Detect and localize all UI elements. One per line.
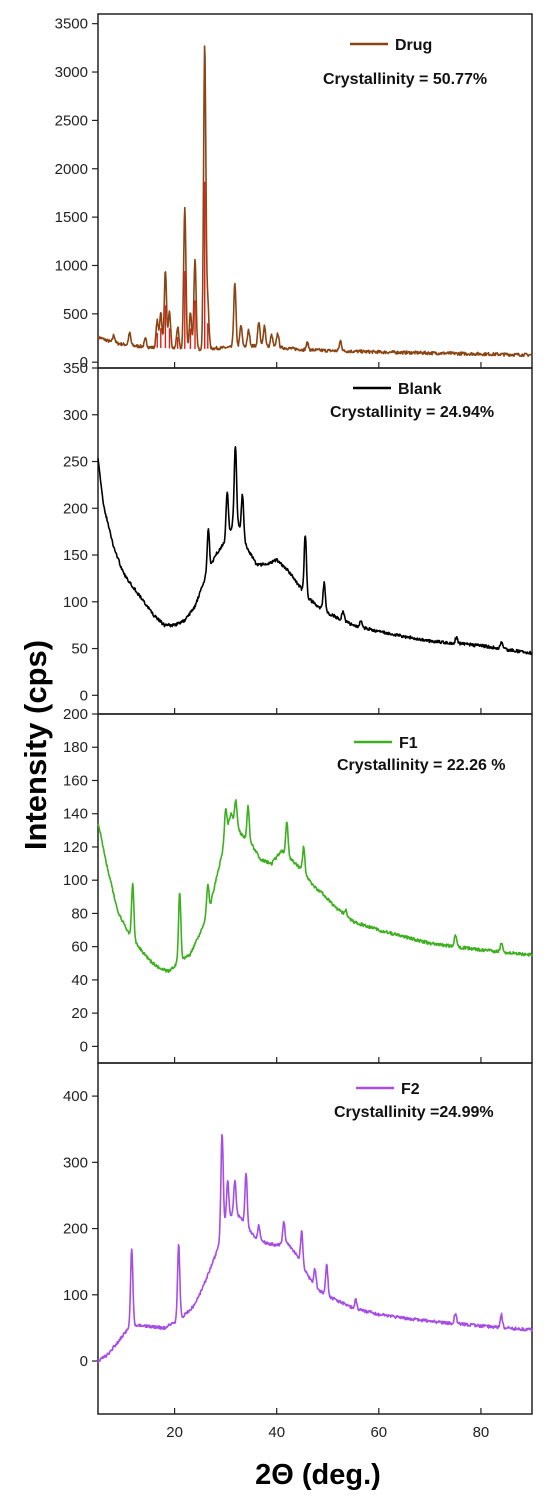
y-tick-label: 120 [63, 839, 88, 856]
series-line-blank [97, 446, 533, 656]
x-tick-label: 80 [473, 1424, 490, 1441]
y-tick-label: 0 [80, 687, 88, 704]
crystallinity-annotation: Crystallinity = 24.94% [330, 404, 494, 421]
panel-blank: 0 50 100 150 200 250 300 350 Blank Crystallinity … [63, 360, 533, 715]
y-tick-label: 80 [71, 905, 88, 922]
y-axis-title: Intensity (cps) [18, 640, 53, 850]
crystallinity-annotation: Crystallinity =24.99% [334, 1104, 494, 1121]
x-tick-label: 60 [370, 1424, 387, 1441]
y-tick-label: 150 [63, 547, 88, 564]
y-tick-label: 60 [71, 939, 88, 956]
y-tick-label: 500 [63, 306, 88, 323]
panel-f2: 0 100 200 300 400 20 40 60 80 F2 Crystallinity =24… [63, 1062, 533, 1441]
y-tick-label: 100 [63, 594, 88, 611]
series-line-f1 [97, 799, 533, 974]
y-tick-label: 1500 [55, 209, 88, 226]
panels-group: 0500100015002000250030003500DrugCrystall… [55, 13, 533, 1441]
y-tick-label: 200 [63, 500, 88, 517]
y-tick-label: 300 [63, 407, 88, 424]
y-tick-label: 300 [63, 1154, 88, 1171]
x-tick-label: 20 [166, 1424, 183, 1441]
y-tick-label: 100 [63, 1287, 88, 1304]
y-tick-label: 3000 [55, 64, 88, 81]
y-tick-label: 350 [63, 360, 88, 377]
y-tick-label: 40 [71, 972, 88, 989]
y-tick-label: 0 [80, 1038, 88, 1055]
y-tick-label: 160 [63, 772, 88, 789]
panel-f1: 0 20 40 60 80 100 120 140 160 180 200 F1 Crystallini… [63, 706, 533, 1064]
y-tick-label: 250 [63, 454, 88, 471]
y-tick-label: 200 [63, 706, 88, 723]
legend-label: Blank [398, 381, 442, 398]
crystallinity-annotation: Crystallinity = 22.26 % [337, 757, 506, 774]
y-tick-label: 2500 [55, 112, 88, 129]
y-tick-label: 100 [63, 872, 88, 889]
y-tick-label: 140 [63, 806, 88, 823]
y-tick-label: 2000 [55, 161, 88, 178]
panel-frame [97, 13, 533, 369]
y-tick-label: 200 [63, 1221, 88, 1238]
y-tick-label: 20 [71, 1005, 88, 1022]
legend-label: Drug [395, 37, 432, 54]
x-tick-label: 40 [268, 1424, 285, 1441]
series-line-f2 [97, 1133, 533, 1363]
x-axis-title: 2Θ (deg.) [255, 1459, 381, 1491]
y-tick-label: 180 [63, 739, 88, 756]
y-tick-label: 400 [63, 1088, 88, 1105]
crystallinity-annotation: Crystallinity = 50.77% [323, 71, 487, 88]
y-tick-label: 0 [80, 1353, 88, 1370]
legend-label: F2 [401, 1081, 420, 1098]
y-tick-label: 3500 [55, 16, 88, 33]
y-tick-label: 0 [80, 354, 88, 371]
panel-frame [97, 1062, 533, 1415]
series-line-drug [97, 45, 533, 358]
y-tick-label: 1000 [55, 257, 88, 274]
legend-label: F1 [399, 735, 418, 752]
y-tick-label: 50 [71, 641, 88, 658]
panel-drug: 0 500 1000 1500 2000 2500 3000 3500 Drug Crystall… [55, 13, 533, 371]
